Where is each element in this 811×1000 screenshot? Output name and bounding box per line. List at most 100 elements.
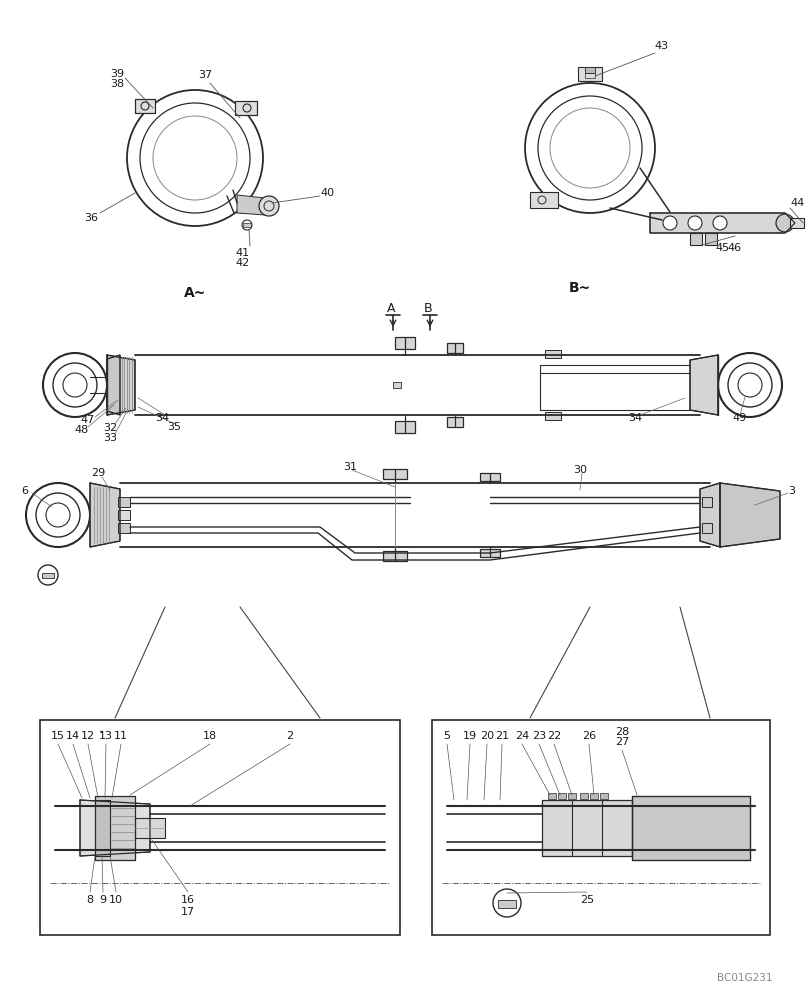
Text: 13: 13 <box>99 731 113 741</box>
Polygon shape <box>719 483 779 547</box>
Bar <box>584 67 594 73</box>
Bar <box>479 549 500 557</box>
Text: 45: 45 <box>715 243 729 253</box>
Bar <box>479 473 500 481</box>
Bar <box>689 233 702 245</box>
Bar <box>789 218 803 228</box>
Bar <box>702 523 711 533</box>
Bar <box>446 417 462 427</box>
Text: 43: 43 <box>654 41 668 51</box>
Polygon shape <box>699 483 719 547</box>
Text: 49: 49 <box>732 413 746 423</box>
Circle shape <box>663 216 676 230</box>
Polygon shape <box>95 796 135 860</box>
Bar <box>568 793 575 799</box>
Polygon shape <box>107 355 135 415</box>
Text: 15: 15 <box>51 731 65 741</box>
Text: B: B <box>423 302 431 314</box>
Polygon shape <box>90 483 120 547</box>
Text: A~: A~ <box>183 286 206 300</box>
Text: 5: 5 <box>443 731 450 741</box>
Text: 17: 17 <box>181 907 195 917</box>
Text: 32: 32 <box>103 423 117 433</box>
Polygon shape <box>649 213 794 233</box>
Bar <box>577 67 601 81</box>
Text: 35: 35 <box>167 422 181 432</box>
Text: A: A <box>386 302 395 314</box>
Text: 29: 29 <box>91 468 105 478</box>
Bar <box>135 99 155 113</box>
Bar <box>383 551 406 561</box>
Text: 21: 21 <box>495 731 508 741</box>
Text: 34: 34 <box>627 413 642 423</box>
Text: 33: 33 <box>103 433 117 443</box>
Text: 30: 30 <box>573 465 586 475</box>
Text: 22: 22 <box>546 731 560 741</box>
Bar <box>242 223 251 227</box>
Bar <box>135 818 165 838</box>
Text: 18: 18 <box>203 731 217 741</box>
Bar <box>118 523 130 533</box>
Text: 46: 46 <box>727 243 741 253</box>
Bar <box>234 101 257 115</box>
Bar <box>530 192 557 208</box>
Circle shape <box>712 216 726 230</box>
Text: ·: · <box>98 724 104 742</box>
Bar <box>393 382 401 388</box>
Bar <box>579 793 587 799</box>
Text: 26: 26 <box>581 731 595 741</box>
Bar <box>704 233 716 245</box>
Text: 31: 31 <box>342 462 357 472</box>
Text: 11: 11 <box>114 731 128 741</box>
Text: 48: 48 <box>75 425 89 435</box>
Circle shape <box>687 216 702 230</box>
Bar <box>584 73 594 78</box>
Text: 6: 6 <box>21 486 28 496</box>
Polygon shape <box>541 800 631 856</box>
Polygon shape <box>689 355 717 415</box>
Text: B~: B~ <box>569 281 590 295</box>
Text: 34: 34 <box>155 413 169 423</box>
Text: 8: 8 <box>86 895 93 905</box>
Bar <box>446 343 462 353</box>
Text: 47: 47 <box>81 415 95 425</box>
Text: 40: 40 <box>320 188 335 198</box>
Text: 37: 37 <box>198 70 212 80</box>
Bar <box>42 573 54 578</box>
Text: 28: 28 <box>614 727 629 737</box>
Polygon shape <box>631 796 749 860</box>
Text: 16: 16 <box>181 895 195 905</box>
Bar <box>547 793 556 799</box>
Bar <box>234 101 257 115</box>
Bar <box>544 412 560 420</box>
Text: 36: 36 <box>84 213 98 223</box>
Bar <box>431 720 769 935</box>
Text: 38: 38 <box>109 79 124 89</box>
Bar <box>544 350 560 358</box>
Bar <box>702 497 711 507</box>
Text: 39: 39 <box>109 69 124 79</box>
Circle shape <box>775 214 793 232</box>
Text: 12: 12 <box>81 731 95 741</box>
Text: 9: 9 <box>99 895 106 905</box>
Text: 3: 3 <box>787 486 795 496</box>
Bar <box>118 497 130 507</box>
Text: 10: 10 <box>109 895 122 905</box>
Bar <box>135 99 155 113</box>
Bar <box>394 421 414 433</box>
Text: 19: 19 <box>462 731 477 741</box>
Text: 23: 23 <box>531 731 545 741</box>
Bar <box>557 793 565 799</box>
Bar <box>40 720 400 935</box>
Polygon shape <box>237 195 264 215</box>
Text: BC01G231: BC01G231 <box>716 973 772 983</box>
Text: 2: 2 <box>286 731 294 741</box>
Polygon shape <box>107 355 120 415</box>
Text: 41: 41 <box>236 248 250 258</box>
Text: 25: 25 <box>579 895 594 905</box>
Bar <box>590 793 597 799</box>
Circle shape <box>259 196 279 216</box>
Polygon shape <box>80 800 150 856</box>
Bar <box>383 469 406 479</box>
Bar <box>394 337 414 349</box>
